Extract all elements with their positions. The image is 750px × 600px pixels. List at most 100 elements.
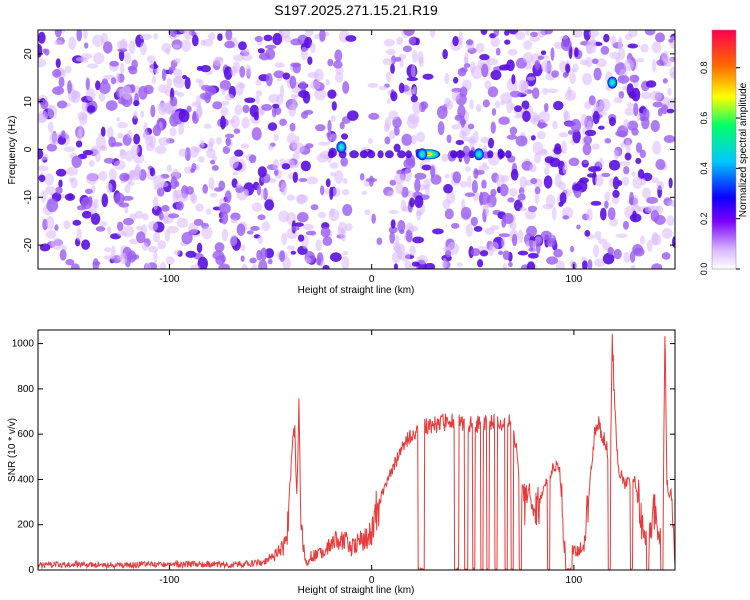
- spectrogram-cell: [558, 132, 569, 138]
- spectrogram-cell: [63, 220, 71, 230]
- spectrogram-cell: [289, 75, 297, 89]
- spectrogram-cell: [410, 64, 416, 79]
- spectrogram-cell: [237, 41, 247, 51]
- spectrogram-x-tick-label: 0: [369, 274, 375, 285]
- spectrogram-cell: [587, 120, 593, 131]
- spectrogram-cell: [506, 134, 518, 140]
- spectrogram-cell: [663, 57, 675, 64]
- spectrogram-cell: [490, 69, 502, 81]
- spectrogram-cell: [314, 124, 326, 132]
- spectrogram-cell: [661, 228, 673, 239]
- spectrogram-cell: [629, 213, 642, 223]
- spectrogram-cell: [310, 81, 321, 90]
- spectrogram-cell: [635, 157, 642, 165]
- spectrogram-cell: [212, 250, 225, 260]
- spectrogram-cell: [604, 200, 609, 209]
- spectrogram-cell: [580, 113, 587, 127]
- spectrogram-cell: [534, 192, 540, 205]
- spectrogram-cell: [267, 258, 273, 265]
- spectrogram-cell: [615, 57, 621, 65]
- snr-series-line: [38, 333, 675, 570]
- spectrogram-cell: [464, 51, 469, 64]
- snr-x-ticks: -100 0 100: [159, 330, 583, 586]
- spectrogram-cell: [553, 41, 564, 49]
- spectrogram-cell: [630, 264, 636, 269]
- spectrogram-cell: [384, 136, 391, 145]
- spectrogram-cell: [498, 116, 510, 125]
- spectrogram-cell: [402, 45, 413, 53]
- snr-frame: [37, 329, 676, 571]
- spectrogram-cell: [640, 178, 647, 186]
- spectrogram-cell: [111, 142, 123, 147]
- spectrogram-cell: [588, 95, 596, 106]
- spectrogram-cell: [633, 194, 639, 209]
- spectrogram-cell: [220, 115, 226, 130]
- spectrogram-cell: [292, 62, 301, 74]
- spectrogram-cell: [281, 232, 288, 246]
- snr-y-tick-label: 600: [17, 429, 34, 440]
- spectrogram-cell: [565, 63, 571, 74]
- spectrogram-cell: [591, 58, 599, 65]
- spectrogram-cell: [543, 175, 553, 189]
- spectrogram-cell: [325, 178, 331, 188]
- spectrogram-y-tick-label: -20: [23, 237, 34, 252]
- spectrogram-cell: [274, 169, 283, 179]
- spectrogram-cell: [104, 247, 112, 253]
- spectrogram-cell: [340, 156, 349, 167]
- spectrogram-cell: [76, 228, 82, 241]
- spectrogram-cell: [594, 258, 606, 267]
- spectrogram-cell: [241, 263, 248, 269]
- spectrogram-cell: [261, 221, 271, 232]
- spectrogram-cell: [340, 133, 349, 140]
- spectrogram-cell: [38, 165, 49, 172]
- spectrogram-cells: [38, 30, 675, 269]
- spectrogram-cell: [85, 77, 90, 91]
- spectrogram-hotspot: [336, 141, 347, 154]
- spectrogram-cell: [183, 30, 192, 40]
- spectrogram-cell: [478, 191, 491, 206]
- spectrogram-cell: [525, 30, 530, 36]
- spectrogram-cell: [484, 80, 492, 90]
- spectrogram-cell: [607, 246, 614, 255]
- spectrogram-cell: [572, 183, 583, 192]
- spectrogram-cell: [666, 215, 675, 227]
- spectrogram-cell: [652, 140, 662, 155]
- spectrogram-cell: [313, 68, 324, 82]
- spectrogram-cell: [88, 160, 95, 167]
- spectrogram-cell: [230, 212, 241, 221]
- spectrogram-cell: [44, 173, 54, 186]
- spectrogram-cell: [487, 58, 499, 66]
- spectrogram-cell: [58, 179, 63, 188]
- spectrogram-cell: [232, 171, 239, 176]
- spectrogram-cell: [295, 135, 300, 143]
- spectrogram-cell: [234, 149, 244, 157]
- spectrogram-cell: [586, 173, 597, 178]
- spectrogram-cell: [55, 186, 63, 195]
- spectrogram-cell: [304, 36, 313, 49]
- colorbar-tick-label: 0.6: [699, 112, 709, 125]
- spectrogram-cell: [230, 115, 240, 129]
- spectrogram-cell: [291, 225, 300, 231]
- spectrogram-cell: [502, 262, 508, 269]
- spectrogram-cell: [534, 236, 542, 245]
- spectrogram-cell: [296, 212, 309, 223]
- spectrogram-cell: [244, 97, 256, 104]
- spectrogram-cell: [53, 39, 63, 46]
- spectrogram-cell: [191, 34, 199, 47]
- snr-y-tick-label: 0: [28, 565, 34, 576]
- spectrogram-cell: [365, 177, 378, 183]
- spectrogram-cell: [473, 225, 483, 232]
- spectrogram-cell: [144, 262, 152, 269]
- spectrogram-cell: [114, 192, 125, 205]
- spectrogram-cell: [585, 39, 597, 54]
- spectrogram-cell: [641, 187, 651, 199]
- spectrogram-cell: [165, 47, 171, 55]
- spectrogram-cell: [272, 158, 280, 172]
- spectrogram-cell: [59, 249, 67, 261]
- spectrogram-cell: [601, 172, 611, 178]
- spectrogram-cell: [98, 81, 111, 95]
- spectrogram-cell: [412, 50, 418, 63]
- spectrogram-hotspot: [473, 148, 484, 161]
- spectrogram-cell: [584, 230, 591, 237]
- spectrogram-cell: [107, 226, 112, 235]
